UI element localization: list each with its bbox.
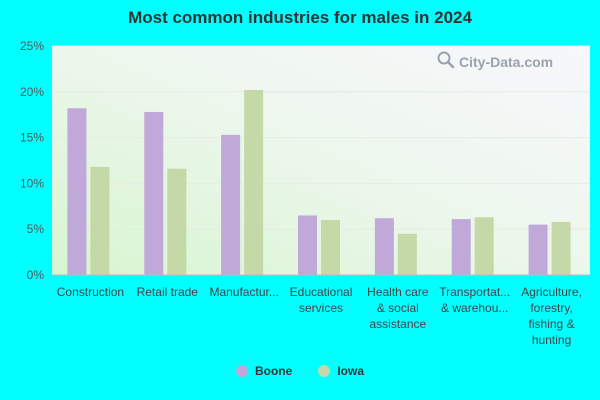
y-tick-label: 5% (27, 222, 45, 236)
bar-boone (144, 111, 164, 276)
legend-swatch-boone (235, 365, 248, 377)
watermark-text: City-Data.com (459, 53, 554, 70)
chart-title: Most common industries for males in 2024 (128, 8, 472, 27)
bar-iowa (474, 217, 494, 275)
x-category-label: Retail trade (137, 285, 199, 299)
bar-iowa (167, 168, 187, 275)
bar-boone (67, 108, 87, 276)
y-tick-label: 0% (27, 268, 45, 282)
bar-boone (221, 134, 241, 275)
legend-label-boone: Boone (254, 364, 293, 378)
watermark: City-Data.com (437, 51, 553, 72)
x-category-label: Transportat... & warehou... (439, 285, 510, 315)
magnifier-icon (437, 51, 455, 72)
legend: Boone Iowa (0, 364, 600, 378)
bar-boone (374, 218, 394, 275)
bar-iowa (321, 220, 340, 275)
bars (67, 89, 571, 276)
legend-label-iowa: Iowa (337, 364, 364, 378)
bar-boone (298, 215, 317, 275)
bar-iowa (244, 89, 264, 275)
x-category-label: Health care & social assistance (367, 285, 429, 331)
x-category-label: Manufactur... (209, 285, 278, 299)
bar-iowa (90, 166, 110, 275)
legend-swatch-iowa (318, 365, 331, 377)
y-axis-ticks: 0% 5% 10% 15% 20% 25% (20, 39, 44, 282)
x-category-label: Construction (57, 285, 124, 299)
y-tick-label: 20% (20, 85, 44, 99)
bar-boone (451, 219, 471, 275)
legend-item-iowa: Iowa (318, 364, 364, 378)
y-tick-label: 10% (20, 176, 44, 190)
x-category-label: Agriculture, forestry, fishing & hunting (521, 285, 582, 347)
y-tick-label: 15% (20, 131, 44, 145)
x-category-label: Educational services (290, 285, 353, 315)
bar-iowa (551, 221, 571, 275)
legend-item-boone: Boone (235, 364, 293, 378)
y-tick-label: 25% (20, 39, 44, 53)
bar-boone (528, 224, 548, 275)
x-axis-categories: Construction Retail trade Manufactur... Edu… (57, 285, 582, 347)
bar-iowa (397, 233, 417, 275)
